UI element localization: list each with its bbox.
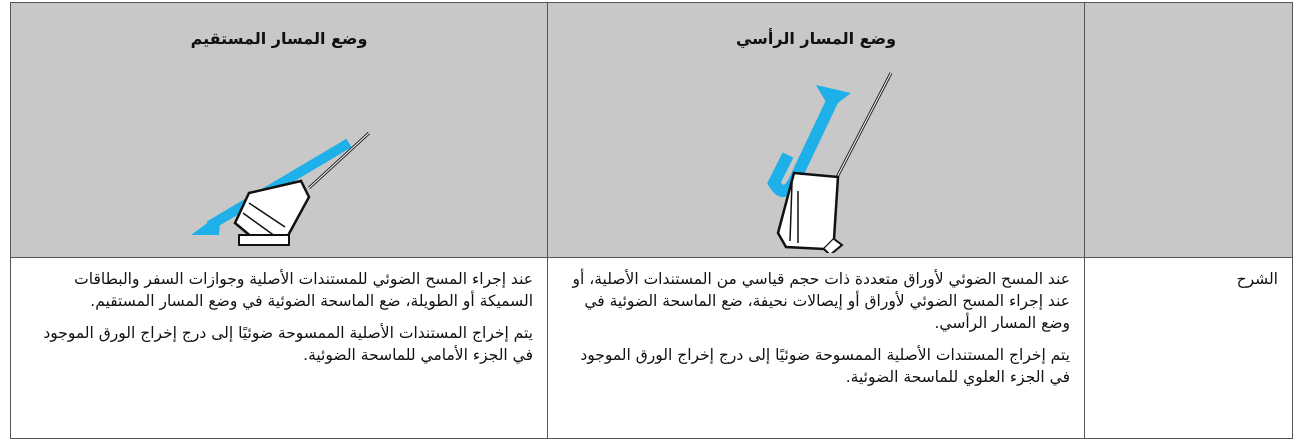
header-row: وضع المسار الرأسي وضع المسار المستقيم <box>10 2 1293 258</box>
cell: عند المسح الضوئي لأوراق متعددة ذات حجم ق… <box>547 257 1085 439</box>
paragraph: يتم إخراج المستندات الأصلية الممسوحة ضوئ… <box>43 324 533 364</box>
mode-table: وضع المسار الرأسي وضع المسار المستقيم <box>10 2 1293 439</box>
body-row: الشرح عند المسح الضوئي لأوراق متعددة ذات… <box>10 257 1293 439</box>
paragraph: عند إجراء المسح الضوئي للمستندات الأصلية… <box>74 270 533 310</box>
row-label: الشرح <box>1084 257 1293 439</box>
straight-path-illustration <box>191 131 371 246</box>
header-cell: وضع المسار المستقيم <box>10 2 548 258</box>
vertical-path-illustration <box>767 72 893 253</box>
cell: عند إجراء المسح الضوئي للمستندات الأصلية… <box>10 257 548 439</box>
header-empty <box>1084 2 1293 258</box>
paragraph: عند المسح الضوئي لأوراق متعددة ذات حجم ق… <box>572 270 1071 332</box>
paragraph: يتم إخراج المستندات الأصلية الممسوحة ضوئ… <box>580 346 1070 386</box>
column-title: وضع المسار المستقيم <box>190 29 368 48</box>
header-cell: وضع المسار الرأسي <box>547 2 1085 258</box>
column-title: وضع المسار الرأسي <box>735 29 897 48</box>
